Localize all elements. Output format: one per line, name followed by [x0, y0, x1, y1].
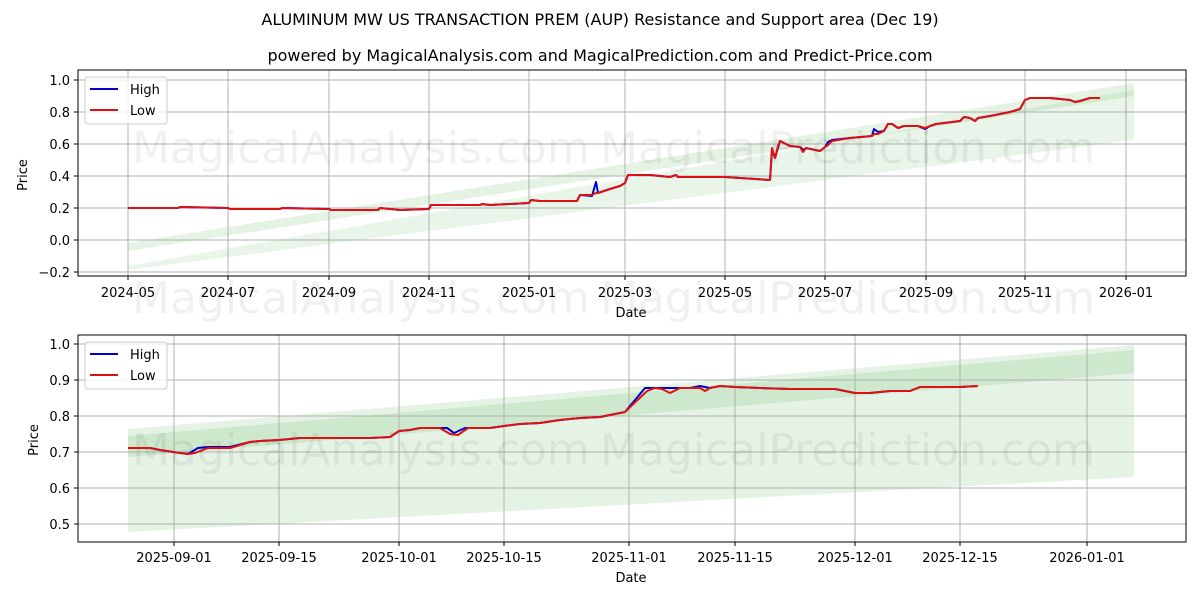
svg-text:2025-03: 2025-03	[598, 286, 652, 301]
svg-text:0.9: 0.9	[49, 374, 70, 389]
svg-text:2024-09: 2024-09	[302, 286, 356, 301]
watermark-magicalanalysis: MagicalAnalysis.com	[132, 123, 590, 174]
top-xaxis-label: Date	[615, 306, 646, 321]
bottom-series	[128, 385, 979, 455]
bottom-axes-frame	[77, 334, 1187, 543]
bottom-grid	[78, 335, 1186, 542]
svg-text:2025-09: 2025-09	[899, 286, 953, 301]
svg-text:2025-11: 2025-11	[998, 286, 1052, 301]
top-xtick-marks	[127, 276, 1127, 280]
svg-text:0.6: 0.6	[49, 482, 70, 497]
bottom-yaxis-label: Price	[27, 424, 42, 456]
legend-low-label: Low	[130, 104, 156, 119]
legend-low-label: Low	[130, 369, 156, 384]
svg-text:2025-11-01: 2025-11-01	[591, 551, 667, 566]
top-chart: MagicalAnalysis.com MagicalPrediction.co…	[16, 69, 1187, 324]
svg-text:2024-07: 2024-07	[201, 286, 255, 301]
bottom-chart: MagicalAnalysis.com MagicalPrediction.co…	[27, 334, 1187, 586]
top-ytick-labels: 1.0 0.8 0.6 0.4 0.2 0.0 −0.2	[38, 74, 70, 281]
svg-text:2025-05: 2025-05	[698, 286, 752, 301]
bottom-ytick-labels: 1.0 0.9 0.8 0.7 0.6 0.5	[49, 338, 70, 533]
svg-text:0.5: 0.5	[49, 518, 70, 533]
bottom-xaxis-label: Date	[615, 571, 646, 586]
legend-high-label: High	[130, 83, 160, 98]
svg-text:2024-05: 2024-05	[101, 286, 155, 301]
bottom-xtick-marks	[173, 542, 1088, 546]
top-xtick-labels: 2024-05 2024-07 2024-09 2024-11 2025-01 …	[101, 286, 1153, 301]
svg-text:2024-11: 2024-11	[402, 286, 456, 301]
svg-text:0.0: 0.0	[49, 234, 70, 249]
legend-high-label: High	[130, 348, 160, 363]
svg-text:2026-01-01: 2026-01-01	[1049, 551, 1125, 566]
svg-text:0.8: 0.8	[49, 410, 70, 425]
svg-text:2025-12-15: 2025-12-15	[922, 551, 998, 566]
svg-text:2025-10-15: 2025-10-15	[466, 551, 542, 566]
svg-text:2025-12-01: 2025-12-01	[817, 551, 893, 566]
watermark-magicalprediction-3: MagicalPrediction.com	[600, 425, 1095, 476]
svg-text:2025-07: 2025-07	[798, 286, 852, 301]
top-low-line	[128, 97, 1100, 211]
bottom-low-line	[128, 385, 979, 455]
svg-text:2025-09-15: 2025-09-15	[241, 551, 317, 566]
svg-text:0.4: 0.4	[49, 170, 70, 185]
svg-text:0.8: 0.8	[49, 106, 70, 121]
svg-text:2025-11-15: 2025-11-15	[697, 551, 773, 566]
bottom-ytick-marks	[74, 343, 78, 525]
top-legend: High Low	[84, 76, 168, 125]
svg-text:0.7: 0.7	[49, 446, 70, 461]
top-axes-frame	[77, 69, 1187, 277]
svg-text:0.6: 0.6	[49, 138, 70, 153]
svg-text:2025-09-01: 2025-09-01	[136, 551, 212, 566]
top-yaxis-label: Price	[16, 159, 31, 191]
chart-subtitle: powered by MagicalAnalysis.com and Magic…	[267, 46, 933, 65]
svg-text:2025-01: 2025-01	[502, 286, 556, 301]
svg-text:−0.2: −0.2	[38, 266, 70, 281]
svg-text:1.0: 1.0	[49, 338, 70, 353]
svg-text:0.2: 0.2	[49, 202, 70, 217]
watermark-magicalanalysis-2: MagicalAnalysis.com	[132, 273, 590, 324]
chart-title: ALUMINUM MW US TRANSACTION PREM (AUP) Re…	[261, 10, 939, 29]
watermark-magicalprediction: MagicalPrediction.com	[600, 123, 1095, 174]
top-ytick-marks	[74, 79, 78, 273]
svg-text:1.0: 1.0	[49, 74, 70, 89]
top-series	[128, 97, 1100, 211]
svg-text:2026-01: 2026-01	[1099, 286, 1153, 301]
bottom-legend: High Low	[84, 341, 168, 390]
svg-text:2025-10-01: 2025-10-01	[361, 551, 437, 566]
bottom-xtick-labels: 2025-09-01 2025-09-15 2025-10-01 2025-10…	[136, 551, 1125, 566]
watermark-magicalprediction-2: MagicalPrediction.com	[600, 273, 1095, 324]
watermark-magicalanalysis-3: MagicalAnalysis.com	[132, 425, 590, 476]
